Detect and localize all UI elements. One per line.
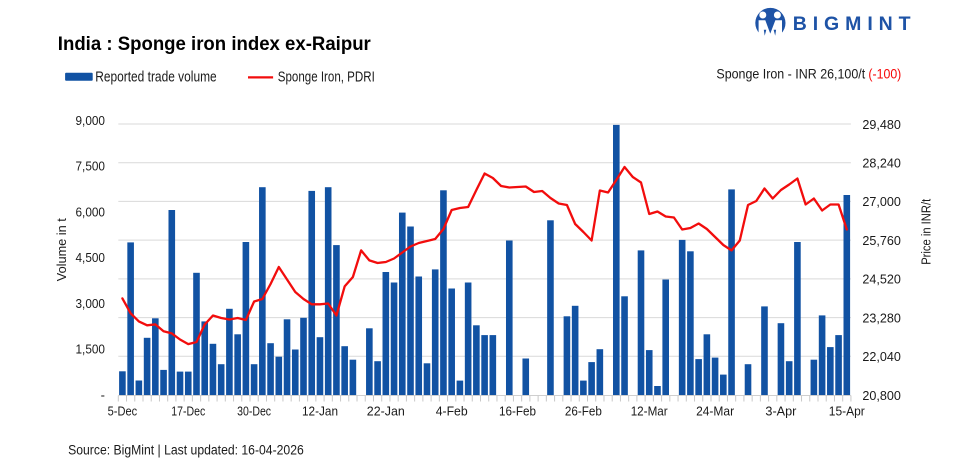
svg-text:22-Jan: 22-Jan [367, 404, 405, 419]
svg-text:20,800: 20,800 [862, 388, 901, 403]
svg-text:5-Dec: 5-Dec [108, 404, 138, 419]
svg-text:Volume in t: Volume in t [55, 218, 69, 282]
svg-text:India : Sponge iron index ex-R: India : Sponge iron index ex-Raipur [58, 34, 372, 55]
svg-text:25,760: 25,760 [862, 233, 901, 248]
svg-text:-: - [101, 387, 105, 402]
svg-text:6,000: 6,000 [76, 204, 106, 219]
svg-text:17-Dec: 17-Dec [171, 404, 205, 419]
svg-text:9,000: 9,000 [76, 113, 106, 128]
svg-text:3,000: 3,000 [76, 296, 106, 311]
svg-text:Sponge Iron - INR 26,100/t: Sponge Iron - INR 26,100/t [716, 66, 865, 82]
svg-text:4,500: 4,500 [76, 250, 106, 265]
svg-text:Source: BigMint | Last updated: Source: BigMint | Last updated: 16-04-20… [68, 442, 304, 457]
svg-text:4-Feb: 4-Feb [436, 404, 468, 419]
svg-text:1,500: 1,500 [76, 342, 106, 357]
svg-text:15-Apr: 15-Apr [829, 404, 866, 419]
svg-text:28,240: 28,240 [862, 156, 901, 171]
svg-text:Reported trade volume: Reported trade volume [95, 69, 217, 86]
svg-text:27,000: 27,000 [862, 194, 901, 209]
svg-text:12-Jan: 12-Jan [302, 404, 338, 419]
svg-text:24,520: 24,520 [862, 272, 901, 287]
svg-text:7,500: 7,500 [76, 159, 106, 174]
svg-text:29,480: 29,480 [862, 117, 901, 132]
svg-text:23,280: 23,280 [862, 310, 901, 325]
svg-text:22,040: 22,040 [862, 349, 901, 364]
svg-text:3-Apr: 3-Apr [765, 404, 797, 419]
svg-text:26-Feb: 26-Feb [565, 404, 602, 419]
svg-text:30-Dec: 30-Dec [237, 404, 271, 419]
svg-text:Price in INR/t: Price in INR/t [919, 198, 933, 264]
svg-text:24-Mar: 24-Mar [696, 404, 735, 419]
svg-text:12-Mar: 12-Mar [631, 404, 669, 419]
svg-text:16-Feb: 16-Feb [499, 404, 536, 419]
svg-text:(-100): (-100) [868, 66, 901, 82]
svg-text:Sponge Iron, PDRI: Sponge Iron, PDRI [278, 69, 375, 86]
